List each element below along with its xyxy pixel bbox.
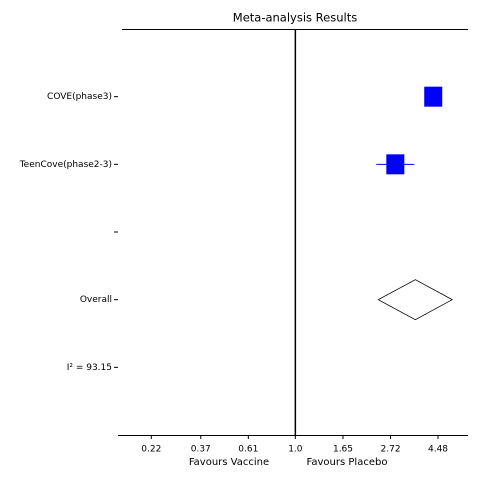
pooled-diamond bbox=[377, 279, 454, 321]
x-label-right: Favours Placebo bbox=[307, 457, 388, 468]
x-tick-label: 1.0 bbox=[288, 445, 303, 455]
y-tick-label: Overall bbox=[80, 295, 112, 305]
study-estimate bbox=[386, 154, 405, 175]
study-estimate bbox=[424, 86, 443, 107]
x-label-left: Favours Vaccine bbox=[189, 457, 269, 468]
chart-title: Meta-analysis Results bbox=[233, 11, 357, 25]
y-tick-label: TeenCove(phase2-3) bbox=[19, 160, 112, 170]
x-tick-label: 0.61 bbox=[238, 445, 258, 455]
x-tick-label: 1.65 bbox=[333, 445, 353, 455]
y-tick-label: COVE(phase3) bbox=[47, 92, 112, 102]
y-tick-label: I² = 93.15 bbox=[67, 363, 112, 373]
x-tick-label: 2.72 bbox=[381, 445, 401, 455]
x-tick-label: 4.48 bbox=[428, 445, 448, 455]
x-tick-label: 0.22 bbox=[141, 445, 161, 455]
x-tick-label: 0.37 bbox=[191, 445, 211, 455]
